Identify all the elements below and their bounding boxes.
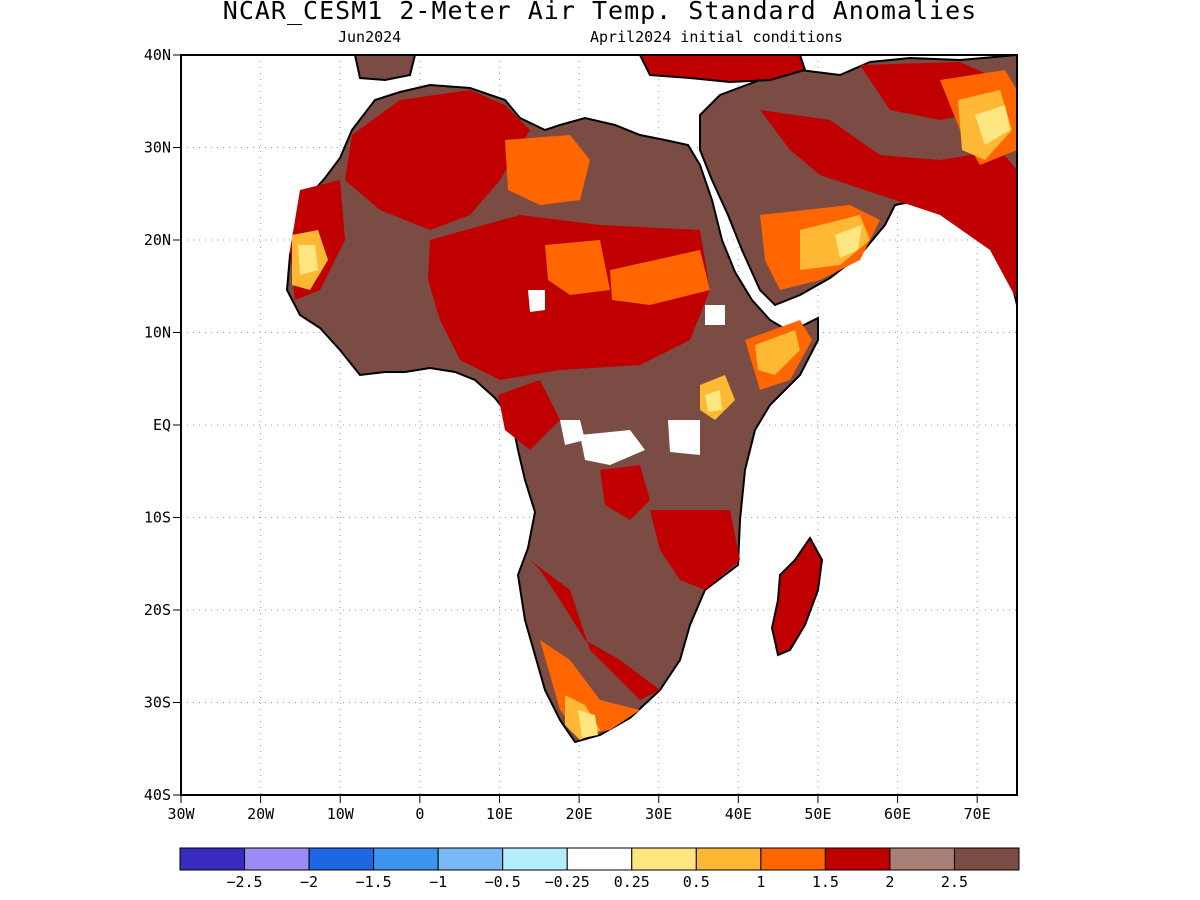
colorbar-label: −2.5 (226, 873, 262, 891)
colorbar-label: 1 (756, 873, 765, 891)
lat-tick-label: 10N (144, 324, 171, 342)
colorbar-swatch (889, 847, 955, 871)
lon-tick-label: 20W (247, 805, 275, 823)
lat-tick-label: 10S (144, 509, 171, 527)
lon-tick-label: 70E (964, 805, 991, 823)
madagascar-landmass (770, 536, 824, 657)
lat-tick-label: EQ (153, 416, 171, 434)
colorbar-swatch (631, 847, 697, 871)
colorbar-label: 0.5 (683, 873, 710, 891)
colorbar-swatch (566, 847, 633, 871)
colorbar-label: 2 (885, 873, 894, 891)
colorbar-swatch (437, 847, 504, 871)
lat-tick-label: 20N (144, 231, 171, 249)
colorbar-swatch (760, 847, 826, 871)
colorbar-swatch (502, 847, 568, 871)
land-anomaly-layer (285, 55, 1017, 744)
anomaly-patches-near-zero (528, 290, 725, 465)
colorbar-label: −1 (429, 873, 447, 891)
lon-tick-label: 20E (566, 805, 593, 823)
colorbar-label: 2.5 (941, 873, 968, 891)
colorbar-label: −0.5 (485, 873, 521, 891)
colorbar-label: −2 (300, 873, 318, 891)
lat-tick-label: 40N (144, 46, 171, 64)
colorbar-label: 0.25 (614, 873, 650, 891)
lat-tick-label: 20S (144, 601, 171, 619)
lon-tick-label: 40E (725, 805, 752, 823)
colorbar-swatch (953, 847, 1020, 871)
valid-month-label: Jun2024 (338, 28, 402, 46)
colorbar-label: 1.5 (812, 873, 839, 891)
latitude-axis: 40N 30N 20N 10N EQ 10S 20S 30S 40S (144, 46, 181, 804)
initial-conditions-label: April2024 initial conditions (590, 28, 843, 46)
figure-title: NCAR_CESM1 2-Meter Air Temp. Standard An… (222, 0, 978, 25)
lon-tick-label: 50E (804, 805, 831, 823)
colorbar-swatch (308, 847, 375, 871)
colorbar-label: −0.25 (545, 873, 590, 891)
colorbar-swatch (244, 847, 310, 871)
longitude-axis: 30W 20W 10W 0 10E 20E 30E 40E 50E 60E 70E (167, 795, 991, 823)
lon-tick-label: 30W (167, 805, 195, 823)
lon-tick-label: 10W (327, 805, 355, 823)
colorbar-swatch (373, 847, 439, 871)
colorbar-swatch (179, 847, 246, 871)
lat-tick-label: 30N (144, 139, 171, 157)
anomaly-patches-0-5 (298, 105, 1010, 738)
lat-tick-label: 30S (144, 694, 171, 712)
lat-tick-label: 40S (144, 786, 171, 804)
colorbar-swatch (824, 847, 891, 871)
lon-tick-label: 10E (486, 805, 513, 823)
colorbar-swatch (695, 847, 762, 871)
anomaly-patches-2 (290, 62, 1017, 700)
europe-landmass (353, 55, 417, 82)
colorbar-label: −1.5 (356, 873, 392, 891)
europe-east-landmass (638, 55, 807, 84)
lon-tick-label: 30E (645, 805, 672, 823)
lon-tick-label: 0 (415, 805, 424, 823)
colorbar: −2.5 −2 −1.5 −1 −0.5 −0.25 0.25 0.5 1 1.5 2 2.5 (179, 847, 1020, 891)
lon-tick-label: 60E (884, 805, 911, 823)
